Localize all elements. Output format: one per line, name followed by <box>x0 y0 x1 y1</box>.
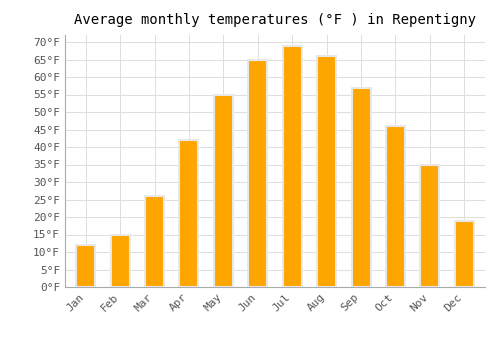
Bar <box>110 234 130 287</box>
Bar <box>352 88 370 287</box>
Bar <box>248 60 268 287</box>
Bar <box>180 140 199 287</box>
Bar <box>214 94 233 287</box>
Bar <box>76 245 95 287</box>
Bar <box>317 56 336 287</box>
Bar <box>145 196 164 287</box>
Bar <box>386 126 405 287</box>
Title: Average monthly temperatures (°F ) in Repentigny: Average monthly temperatures (°F ) in Re… <box>74 13 476 27</box>
Bar <box>420 164 440 287</box>
Bar <box>282 46 302 287</box>
Bar <box>455 220 474 287</box>
